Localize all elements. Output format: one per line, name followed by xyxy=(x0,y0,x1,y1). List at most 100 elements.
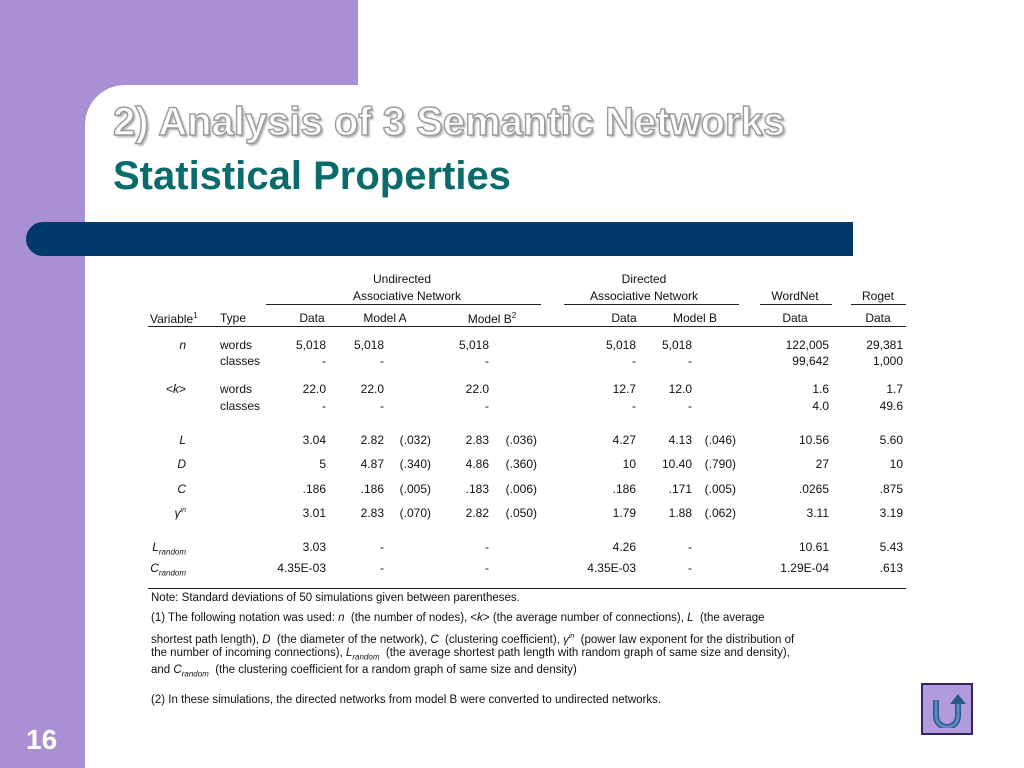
slide-title: 2) Analysis of 3 Semantic Networks xyxy=(112,99,786,144)
table-cell-u-a: 2.82 xyxy=(360,433,384,447)
table-cell-variable: L xyxy=(179,433,186,447)
table-cell-u-b: 5,018 xyxy=(458,338,489,352)
table-cell-u-a-sd: (.032) xyxy=(399,433,431,447)
col-header-roget-data: Data xyxy=(865,311,891,325)
table-cell-r: .613 xyxy=(879,561,903,575)
table-cell-w: 4.0 xyxy=(812,399,829,413)
table-cell-d-data: 1.79 xyxy=(612,506,636,520)
table-cell-d-b: 10.40 xyxy=(661,457,692,471)
table-cell-u-data: 5 xyxy=(319,457,326,471)
table-cell-d-data: 12.7 xyxy=(612,382,636,396)
footnote-1-line-3: the number of incoming connections), Lra… xyxy=(151,647,790,662)
table-cell-u-b-sd: (.360) xyxy=(505,457,537,471)
table-cell-u-b: 2.83 xyxy=(465,433,489,447)
table-cell-u-data: - xyxy=(322,354,326,368)
table-cell-variable: γin xyxy=(174,506,186,520)
footnote-2: (2) In these simulations, the directed n… xyxy=(151,694,662,706)
group-header-directed: Directed xyxy=(621,272,667,286)
table-cell-u-data: 3.01 xyxy=(302,506,326,520)
header-rule xyxy=(760,304,832,305)
table-cell-d-b: - xyxy=(688,540,692,554)
table-bottom-rule xyxy=(148,588,906,589)
table-cell-u-a: - xyxy=(380,561,384,575)
table-cell-u-data: 3.03 xyxy=(302,540,326,554)
table-cell-variable: C xyxy=(177,482,186,496)
table-cell-variable: D xyxy=(177,457,186,471)
table-cell-u-a-sd: (.070) xyxy=(399,506,431,520)
table-cell-u-a: - xyxy=(380,399,384,413)
table-cell-d-b-sd: (.062) xyxy=(704,506,736,520)
table-cell-w: 10.61 xyxy=(798,540,829,554)
col-header-variable: Variable1 xyxy=(150,311,198,326)
table-cell-u-a: - xyxy=(380,354,384,368)
table-cell-u-b: 4.86 xyxy=(465,457,489,471)
table-cell-u-a-sd: (.005) xyxy=(399,482,431,496)
table-cell-u-a: 22.0 xyxy=(360,382,384,396)
header-rule xyxy=(851,304,906,305)
table-cell-w: .0265 xyxy=(798,482,829,496)
table-cell-u-a: 2.83 xyxy=(360,506,384,520)
group-header-directed-sub: Associative Network xyxy=(589,289,699,303)
table-cell-r: 10 xyxy=(889,457,903,471)
table-cell-u-b-sd: (.050) xyxy=(505,506,537,520)
table-cell-type: words xyxy=(220,338,253,352)
table-cell-d-data: - xyxy=(632,354,636,368)
group-header-roget: Roget xyxy=(861,289,895,303)
table-cell-r: 1.7 xyxy=(886,382,903,396)
table-cell-w: 122,005 xyxy=(785,338,829,352)
table-cell-u-a: - xyxy=(380,540,384,554)
table-cell-u-b-sd: (.036) xyxy=(505,433,537,447)
group-header-undirected-sub: Associative Network xyxy=(352,289,462,303)
table-cell-u-a-sd: (.340) xyxy=(399,457,431,471)
table-cell-type: words xyxy=(220,382,253,396)
col-header-model-b: Model B2 xyxy=(467,311,517,326)
table-cell-d-data: - xyxy=(632,399,636,413)
table-cell-variable: Lrandom xyxy=(152,540,186,557)
col-header-directed-data: Data xyxy=(611,311,637,325)
table-cell-d-b-sd: (.005) xyxy=(704,482,736,496)
table-cell-w: 99,642 xyxy=(792,354,829,368)
table-cell-r: .875 xyxy=(879,482,903,496)
side-band xyxy=(0,0,85,768)
slide-subtitle: Statistical Properties xyxy=(113,154,511,198)
title-divider-bar xyxy=(26,222,853,256)
col-header-model-a: Model A xyxy=(363,311,407,325)
table-cell-d-b: - xyxy=(688,399,692,413)
table-cell-u-b: - xyxy=(485,561,489,575)
slide-number: 16 xyxy=(26,724,58,755)
col-header-undirected-data: Data xyxy=(299,311,325,325)
col-header-directed-model-b: Model B xyxy=(672,311,718,325)
table-cell-u-a: .186 xyxy=(360,482,384,496)
header-rule xyxy=(266,304,541,305)
table-cell-d-b: 1.88 xyxy=(668,506,692,520)
table-cell-u-b: - xyxy=(485,354,489,368)
table-cell-d-b: 12.0 xyxy=(668,382,692,396)
table-cell-u-b: 2.82 xyxy=(465,506,489,520)
table-cell-u-data: 3.04 xyxy=(302,433,326,447)
footnote-1-line-1: (1) The following notation was used: n (… xyxy=(151,612,765,624)
statistics-table-figure: Undirected Associative Network Directed … xyxy=(148,268,908,713)
table-cell-w: 3.11 xyxy=(806,506,829,520)
table-cell-type: classes xyxy=(220,354,261,368)
table-cell-u-b: .183 xyxy=(465,482,489,496)
table-cell-d-b-sd: (.046) xyxy=(704,433,736,447)
return-button[interactable] xyxy=(921,683,973,735)
footnote-1-line-4: and Crandom (the clustering coefficient … xyxy=(151,664,577,679)
table-cell-w: 10.56 xyxy=(798,433,829,447)
column-header-rule xyxy=(148,326,906,327)
table-cell-u-a: 5,018 xyxy=(353,338,384,352)
group-header-wordnet: WordNet xyxy=(771,289,819,303)
table-cell-r: 5.60 xyxy=(879,433,903,447)
col-header-wordnet-data: Data xyxy=(782,311,808,325)
table-cell-r: 5.43 xyxy=(879,540,903,554)
table-cell-u-b-sd: (.006) xyxy=(505,482,537,496)
table-cell-d-data: 4.35E-03 xyxy=(587,561,636,575)
table-note: Note: Standard deviations of 50 simulati… xyxy=(151,592,520,604)
table-cell-d-b: - xyxy=(688,561,692,575)
u-turn-return-icon xyxy=(933,694,966,728)
table-cell-d-b: 4.13 xyxy=(668,433,692,447)
table-cell-w: 27 xyxy=(815,457,829,471)
table-cell-d-data: .186 xyxy=(612,482,636,496)
table-cell-u-data: 5,018 xyxy=(295,338,326,352)
table-cell-u-data: - xyxy=(322,399,326,413)
